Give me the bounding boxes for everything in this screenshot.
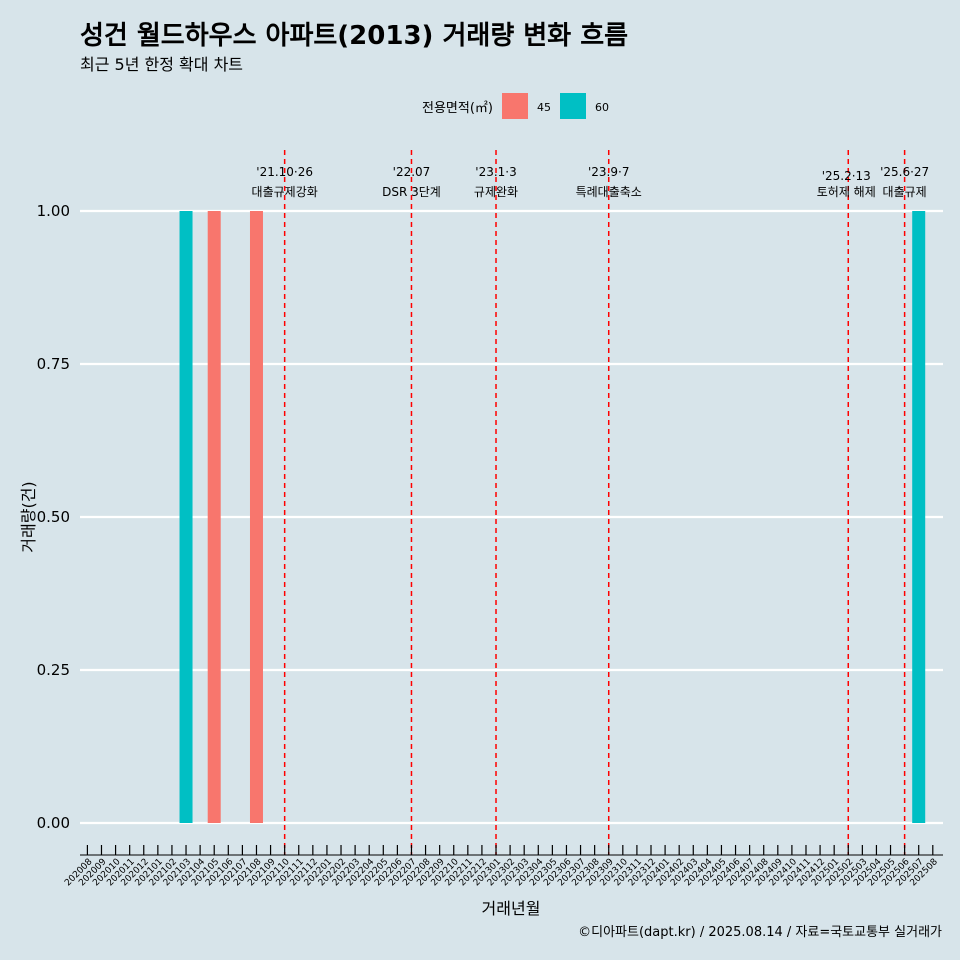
bar-202103 — [179, 211, 193, 823]
legend-label-45: 45 — [537, 101, 551, 114]
y-tick-label: 0.75 — [37, 355, 70, 373]
event-lines: '21.10·26 대출규제강화 '22.07 DSR 3단계 '23.1·3 규제완화 '… — [252, 150, 929, 855]
event-date: '22.07 — [393, 165, 431, 179]
event-date: '21.10·26 — [256, 165, 313, 179]
event-label: 대출규제 — [883, 185, 927, 199]
bar-202507 — [912, 211, 926, 823]
y-tick-label: 1.00 — [37, 202, 70, 220]
x-axis-label: 거래년월 — [482, 899, 541, 918]
event-label: 특례대출축소 — [576, 185, 642, 199]
y-axis-label: 거래량(건) — [19, 481, 38, 552]
event-date: '23.9·7 — [588, 165, 629, 179]
event-date: '25.2·13 — [822, 169, 871, 183]
event-date: '23.1·3 — [475, 165, 516, 179]
x-axis: 2020082020092020102020112020122021012021… — [63, 845, 943, 888]
legend-swatch-45 — [502, 93, 528, 119]
legend-swatch-60 — [560, 93, 586, 119]
caption: ©디아파트(dapt.kr) / 2025.08.14 / 자료=국토교통부 실… — [578, 925, 942, 940]
event-label: DSR 3단계 — [382, 185, 441, 199]
event-label: 토허제 해제 — [817, 185, 876, 199]
y-axis-ticks: 0.00 0.25 0.50 0.75 1.00 — [37, 202, 70, 832]
y-tick-label: 0.00 — [37, 814, 70, 832]
bar-202108 — [249, 211, 263, 823]
bar-202105 — [207, 211, 221, 823]
legend-label-60: 60 — [595, 101, 609, 114]
event-date: '25.6·27 — [880, 165, 929, 179]
gridlines — [80, 209, 943, 825]
chart-title: 성건 월드하우스 아파트(2013) 거래량 변화 흐름 — [80, 21, 628, 51]
legend-title: 전용면적(㎡) — [422, 101, 493, 116]
legend: 전용면적(㎡) 45 60 — [422, 93, 609, 119]
event-label: 규제완화 — [474, 185, 518, 199]
chart-subtitle: 최근 5년 한정 확대 차트 — [80, 55, 243, 74]
bars — [179, 211, 926, 823]
y-tick-label: 0.25 — [37, 661, 70, 679]
event-label: 대출규제강화 — [252, 185, 318, 199]
y-tick-label: 0.50 — [37, 508, 70, 526]
